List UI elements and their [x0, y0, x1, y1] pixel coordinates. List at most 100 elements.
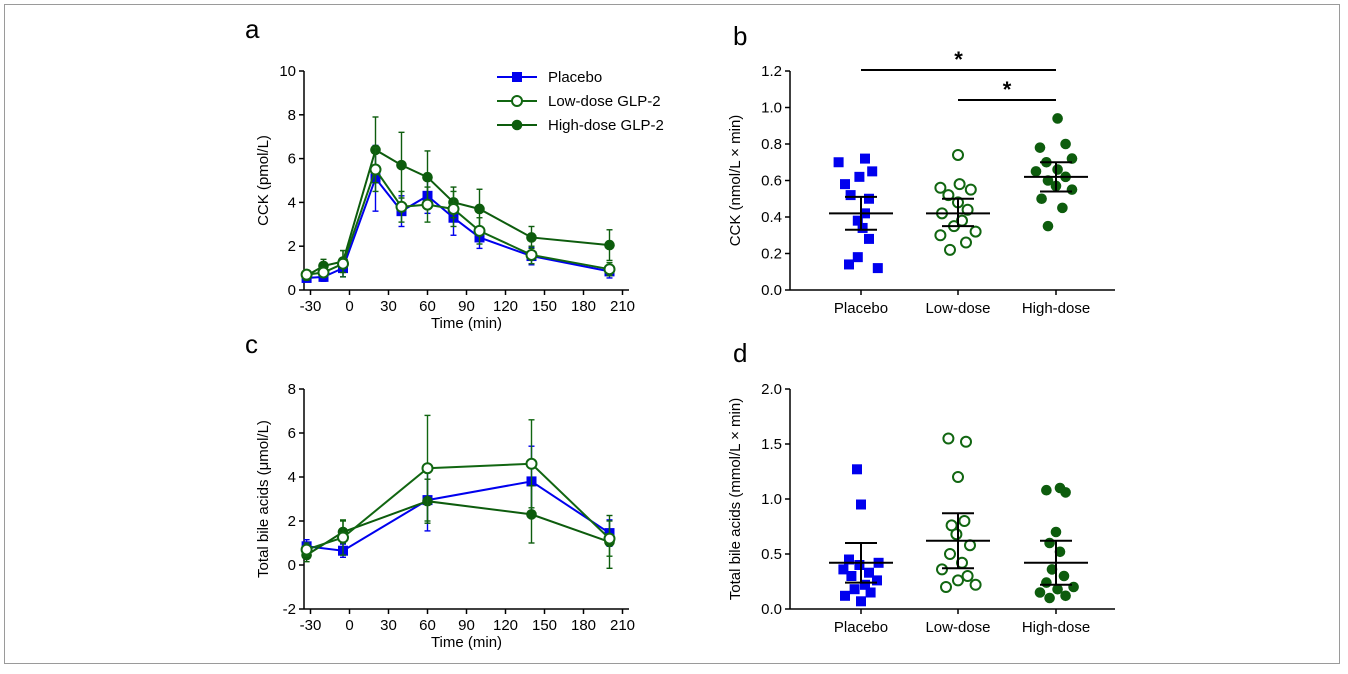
data-point: [1034, 142, 1046, 153]
data-point: [934, 229, 947, 242]
significance-star: *: [954, 47, 963, 72]
figure-frame: [4, 4, 1340, 664]
data-point: [1054, 482, 1066, 494]
data-point: [1060, 138, 1071, 150]
data-point: [969, 578, 982, 591]
panel-letter-a: a: [245, 14, 260, 44]
data-point: [1057, 202, 1068, 214]
data-point: [961, 203, 974, 216]
data-point: [1041, 484, 1052, 496]
data-point: [337, 531, 349, 544]
x-tick-label: 90: [458, 298, 475, 315]
category-label: Low-dose: [925, 619, 990, 636]
panel-d: 0.0 0.5 1.0 1.5 2.0 Placebo Low-dose High-dose T…: [727, 381, 1115, 636]
data-point: [944, 548, 956, 560]
legend-entry: High-dose GLP-2: [548, 117, 664, 134]
legend-marker: [511, 95, 523, 107]
x-tick-label: 180: [571, 298, 596, 315]
data-point: [421, 198, 434, 211]
x-tick-label: 120: [493, 617, 518, 634]
data-point: [525, 248, 538, 261]
category-label: Placebo: [834, 300, 888, 317]
group-circle-open: [926, 432, 990, 593]
x-tick-label: 60: [419, 617, 436, 634]
y-tick-label: 0.4: [761, 209, 782, 226]
y-tick-label: 1.5: [761, 436, 782, 453]
y-tick-label: 0.0: [761, 601, 782, 618]
x-tick-label: 60: [419, 298, 436, 315]
data-point: [317, 266, 330, 279]
panel-b: 0.0 0.2 0.4 0.6 0.8 1.0 1.2 Placebo Low-dose High…: [727, 47, 1115, 317]
y-tick-label: 1.0: [761, 491, 782, 508]
data-point: [856, 596, 866, 607]
data-point: [526, 232, 537, 243]
category-label: High-dose: [1022, 619, 1090, 636]
x-tick-label: 210: [610, 298, 635, 315]
x-tick-label: 0: [345, 298, 353, 315]
data-point: [953, 178, 966, 191]
y-axis-label: Total bile acids (μmol/L): [255, 420, 272, 578]
legend-marker: [512, 72, 522, 82]
data-point: [849, 584, 860, 595]
group-circle-filled: [1024, 482, 1088, 604]
data-point: [1058, 570, 1070, 582]
data-point: [603, 532, 616, 545]
legend-entry: Placebo: [548, 69, 602, 86]
y-tick-label: 2.0: [761, 381, 782, 398]
data-point: [952, 471, 964, 483]
x-tick-label: 30: [380, 298, 397, 315]
data-point: [854, 171, 865, 182]
y-axis-label: CCK (nmol/L × min): [727, 115, 744, 247]
data-point: [526, 509, 537, 520]
panel-letter-d: d: [733, 338, 747, 368]
data-point: [856, 499, 866, 510]
data-point: [300, 543, 313, 556]
series-line: [306, 167, 610, 276]
x-tick-label: 120: [493, 298, 518, 315]
data-point: [473, 224, 486, 237]
data-point: [960, 236, 972, 249]
data-point: [852, 464, 862, 475]
data-point: [942, 189, 955, 202]
data-point: [960, 435, 972, 448]
x-tick-label: 180: [571, 617, 596, 634]
data-point: [1030, 166, 1042, 177]
data-point: [844, 259, 854, 270]
data-point: [1054, 546, 1066, 558]
y-tick-label: 8: [288, 381, 296, 398]
data-point: [1034, 587, 1046, 598]
data-point: [396, 159, 407, 171]
data-point: [845, 190, 856, 201]
series-circle-open: [300, 414, 616, 557]
x-tick-label: 90: [458, 617, 475, 634]
data-point: [844, 554, 854, 565]
x-tick-label: 210: [610, 617, 635, 634]
data-point: [603, 263, 616, 276]
data-point: [300, 268, 313, 281]
panel-c: -2 0 2 4 6 8 -30 0 30 60 90 120 150 180 210 Time (min) T…: [255, 381, 635, 651]
data-point: [854, 560, 865, 570]
y-tick-label: 10: [279, 63, 296, 80]
data-point: [1042, 220, 1054, 232]
data-point: [1052, 583, 1063, 595]
data-point: [369, 163, 382, 176]
y-tick-label: 6: [288, 425, 296, 442]
data-point: [969, 225, 982, 238]
significance-star: *: [1003, 77, 1012, 102]
panel-letter-b: b: [733, 21, 747, 51]
y-tick-label: 0.5: [761, 546, 782, 563]
x-tick-label: 150: [532, 617, 557, 634]
data-point: [952, 574, 964, 587]
data-point: [604, 239, 615, 251]
data-point: [1052, 164, 1063, 175]
group-square-filled: [829, 153, 893, 274]
x-tick-label: -30: [300, 617, 322, 634]
data-point: [860, 153, 870, 164]
data-point: [1060, 590, 1071, 602]
data-point: [940, 581, 952, 593]
data-point: [1036, 193, 1047, 205]
data-point: [422, 171, 433, 183]
group-circle-open: [926, 148, 990, 256]
data-point: [852, 215, 863, 226]
